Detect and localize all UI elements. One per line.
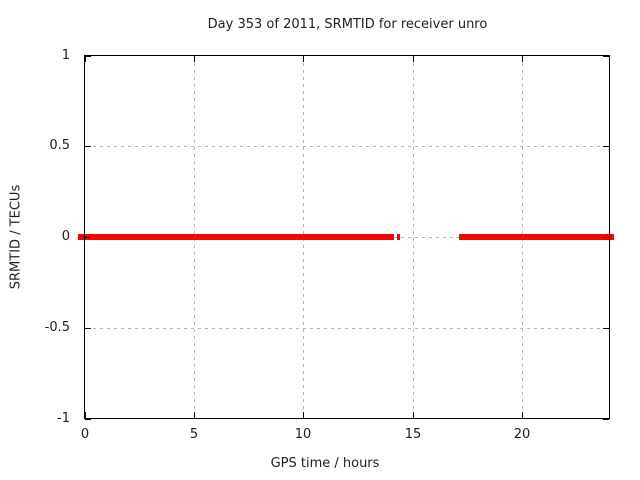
y-tick-right <box>603 146 609 147</box>
x-tick-top <box>85 56 86 62</box>
y-tick-right <box>603 328 609 329</box>
x-tick-label: 10 <box>294 427 312 442</box>
y-gridline <box>86 146 608 147</box>
data-line-segment <box>459 234 614 240</box>
y-tick-left <box>85 56 91 57</box>
data-line-segment <box>397 234 400 240</box>
y-tick-left <box>85 419 91 420</box>
x-tick-bottom <box>85 412 86 418</box>
x-tick-bottom <box>413 412 414 418</box>
x-tick-label: 0 <box>80 427 90 442</box>
y-tick-right <box>603 56 609 57</box>
y-tick-right <box>603 419 609 420</box>
y-tick-left <box>85 237 91 238</box>
plot-border <box>84 55 610 419</box>
x-tick-top <box>194 56 195 62</box>
x-tick-top <box>522 56 523 62</box>
x-tick-bottom <box>522 412 523 418</box>
x-tick-bottom <box>303 412 304 418</box>
y-tick-right <box>603 237 609 238</box>
y-tick-label: -0.5 <box>44 320 70 335</box>
chart-title: Day 353 of 2011, SRMTID for receiver unr… <box>207 17 488 32</box>
y-tick-label: 0 <box>61 229 70 244</box>
x-tick-label: 20 <box>513 427 531 442</box>
x-tick-top <box>303 56 304 62</box>
x-tick-label: 5 <box>189 427 199 442</box>
y-gridline <box>86 328 608 329</box>
x-tick-bottom <box>194 412 195 418</box>
y-tick-left <box>85 146 91 147</box>
y-tick-label: -1 <box>57 411 70 426</box>
x-tick-top <box>413 56 414 62</box>
x-axis-label: GPS time / hours <box>270 456 380 471</box>
y-tick-label: 1 <box>61 48 70 63</box>
y-tick-label: 0.5 <box>49 138 70 153</box>
x-tick-label: 15 <box>404 427 422 442</box>
data-line-segment <box>78 234 394 240</box>
y-tick-left <box>85 328 91 329</box>
